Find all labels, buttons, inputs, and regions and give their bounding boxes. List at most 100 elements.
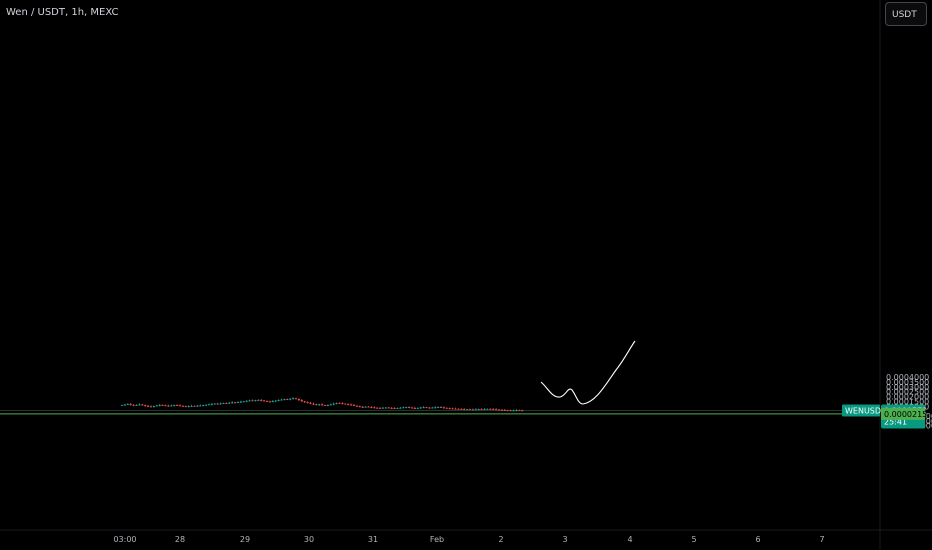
candle-body xyxy=(202,405,205,406)
candle-body xyxy=(329,404,332,406)
candle-body xyxy=(190,405,193,407)
candle-body xyxy=(239,401,242,403)
candle-body xyxy=(234,402,237,404)
candle-body xyxy=(222,403,225,404)
candle-body xyxy=(495,409,498,411)
candle-body xyxy=(318,404,321,406)
candle-body xyxy=(147,405,150,407)
candle-body xyxy=(338,403,341,404)
candle-body xyxy=(460,409,463,410)
candle-body xyxy=(231,402,234,404)
candle-body xyxy=(405,407,408,408)
candle-body xyxy=(326,405,329,406)
candle-body xyxy=(283,399,286,401)
candle-body xyxy=(393,408,396,410)
candle-body xyxy=(506,410,509,411)
candle-body xyxy=(428,407,431,409)
candle-body xyxy=(274,400,277,402)
candle-body xyxy=(471,409,474,411)
candle-body xyxy=(152,406,155,407)
candle-body xyxy=(300,400,303,402)
candle-body xyxy=(254,400,257,402)
candle-body xyxy=(483,409,486,410)
candle-body xyxy=(120,405,124,406)
candle-body xyxy=(242,401,245,403)
candle-body xyxy=(445,407,448,409)
candle-body xyxy=(332,403,335,405)
candle-body xyxy=(309,402,312,404)
candle-body xyxy=(129,404,132,405)
time-tick-label: 30 xyxy=(304,535,314,544)
candle-body xyxy=(126,404,129,405)
candle-body xyxy=(277,400,280,401)
time-tick-label: 28 xyxy=(175,535,185,544)
last-price-countdown: 25:41 xyxy=(884,417,907,426)
level-tag-value: 0.0000215 xyxy=(884,410,927,419)
candle-body xyxy=(515,410,518,412)
candle-body xyxy=(379,407,382,409)
candle-body xyxy=(286,399,289,401)
candle-body xyxy=(451,408,454,410)
candle-body xyxy=(390,407,393,409)
candle-body xyxy=(367,406,370,408)
time-tick-label: Feb xyxy=(430,535,444,544)
candle-body xyxy=(141,404,144,406)
candle-body xyxy=(213,403,216,405)
candle-body xyxy=(248,400,251,402)
candle-body xyxy=(164,405,167,407)
candle-body xyxy=(187,406,190,407)
candle-body xyxy=(132,404,135,406)
candle-body xyxy=(454,408,457,410)
candle-body xyxy=(512,410,515,412)
candle-body xyxy=(370,407,373,408)
candle-body xyxy=(364,406,367,408)
candle-body xyxy=(416,407,419,409)
candle-body xyxy=(265,401,269,402)
candle-body xyxy=(135,405,138,406)
candle-body xyxy=(196,405,199,407)
candle-body xyxy=(184,406,187,408)
candle-body xyxy=(500,409,503,411)
candle-body xyxy=(442,407,445,409)
candle-body xyxy=(373,407,376,409)
candle-body xyxy=(402,407,405,409)
candle-body xyxy=(207,404,211,406)
candle-body xyxy=(419,407,422,409)
candle-body xyxy=(228,402,231,404)
time-tick-label: 29 xyxy=(240,535,250,544)
candle-body xyxy=(173,405,176,406)
candle-body xyxy=(439,407,443,408)
candle-body xyxy=(292,398,295,400)
candle-body xyxy=(306,402,309,403)
candle-body xyxy=(193,405,196,407)
candle-body xyxy=(492,409,495,410)
candle-body xyxy=(236,402,240,404)
candle-body xyxy=(384,407,387,409)
candle-body xyxy=(257,399,260,401)
currency-button[interactable]: USDT xyxy=(885,2,927,26)
candle-body xyxy=(518,410,521,412)
candle-body xyxy=(260,399,263,401)
time-tick-label: 03:00 xyxy=(113,535,136,544)
candle-body xyxy=(448,408,451,410)
candle-body xyxy=(312,403,315,405)
candle-body xyxy=(335,403,338,404)
candle-body xyxy=(303,401,306,403)
candle-body xyxy=(176,405,179,406)
candle-body xyxy=(497,409,501,411)
candle-body xyxy=(271,401,274,403)
candle-body xyxy=(263,400,266,402)
candle-body xyxy=(474,409,477,411)
candle-body xyxy=(521,410,524,412)
candle-body xyxy=(457,408,460,410)
candle-body xyxy=(344,403,347,405)
candle-body xyxy=(178,405,182,407)
candle-body xyxy=(347,404,350,405)
candle-body xyxy=(294,398,298,400)
candle-body xyxy=(376,407,379,409)
candle-body xyxy=(297,399,300,401)
projection-drawing[interactable] xyxy=(540,340,636,405)
candle-body xyxy=(158,404,161,406)
candle-body xyxy=(155,405,158,407)
